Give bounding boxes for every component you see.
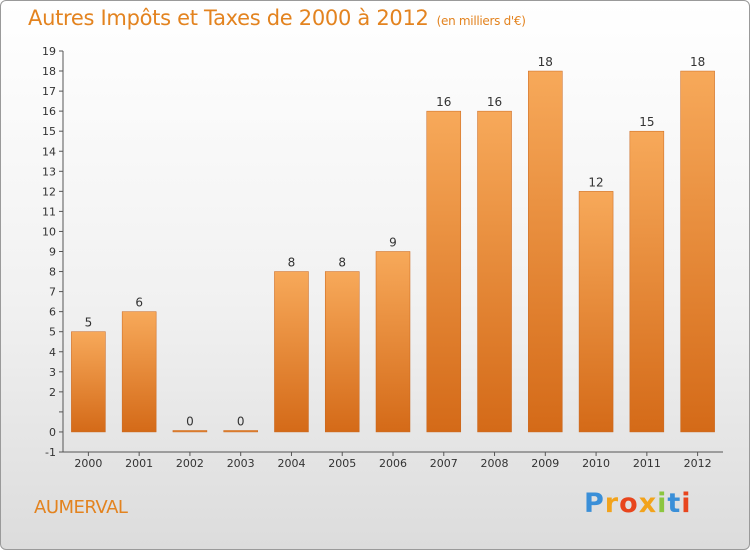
y-tick-label: 14 xyxy=(42,145,56,158)
y-tick-label: 3 xyxy=(49,366,56,379)
x-tick-label: 2004 xyxy=(277,457,305,470)
y-tick-label: 15 xyxy=(42,125,56,138)
x-tick-label: 2011 xyxy=(633,457,661,470)
y-tick-label: 10 xyxy=(42,225,56,238)
logo-letter: i xyxy=(657,488,668,519)
y-tick-label: 11 xyxy=(42,205,56,218)
y-tick-label: 16 xyxy=(42,105,56,118)
bar xyxy=(477,110,512,433)
data-label: 5 xyxy=(85,316,93,330)
x-tick-label: 2012 xyxy=(684,457,712,470)
logo-letter: t xyxy=(667,488,682,519)
logo-letter: x xyxy=(638,488,658,519)
bar xyxy=(71,331,106,433)
bar xyxy=(172,430,208,433)
chart-unit: (en milliers d'€) xyxy=(436,14,526,28)
x-tick-label: 2008 xyxy=(481,457,509,470)
data-label: 9 xyxy=(389,236,397,250)
x-tick-label: 2001 xyxy=(125,457,153,470)
bar xyxy=(223,430,258,433)
y-tick-label: 4 xyxy=(49,346,56,359)
y-tick-label: 2 xyxy=(49,386,56,399)
bar xyxy=(274,271,309,433)
y-tick-label: 5 xyxy=(49,326,56,339)
data-label: 12 xyxy=(588,175,603,189)
logo-letter: P xyxy=(584,488,605,519)
data-label: 0 xyxy=(237,414,245,428)
data-label: 6 xyxy=(135,296,143,310)
y-tick-label: 9 xyxy=(49,246,56,259)
y-tick-label: 0 xyxy=(49,426,56,439)
bar xyxy=(578,191,614,433)
x-tick-label: 2010 xyxy=(582,457,610,470)
x-tick-label: 2007 xyxy=(430,457,458,470)
data-label: 18 xyxy=(690,55,705,69)
logo-letter: o xyxy=(619,488,639,519)
y-tick-label: 17 xyxy=(42,85,56,98)
chart-title: Autres Impôts et Taxes de 2000 à 2012 (en… xyxy=(28,6,526,30)
commune-name: AUMERVAL xyxy=(34,497,128,518)
data-label: 16 xyxy=(436,95,451,109)
bar xyxy=(375,251,411,433)
logo-letter: r xyxy=(604,488,620,519)
bar xyxy=(528,70,563,433)
bar xyxy=(121,311,157,433)
data-label: 16 xyxy=(487,95,502,109)
y-tick-label: 6 xyxy=(49,306,56,319)
y-tick-label: 19 xyxy=(42,45,56,58)
y-tick-label: 18 xyxy=(42,65,56,78)
x-tick-label: 2000 xyxy=(74,457,102,470)
bar xyxy=(426,110,462,433)
x-tick-label: 2006 xyxy=(379,457,407,470)
bar xyxy=(680,70,715,433)
y-tick-label: 8 xyxy=(49,266,56,279)
x-tick-label: 2002 xyxy=(176,457,204,470)
x-tick-label: 2003 xyxy=(227,457,255,470)
data-label: 0 xyxy=(186,414,194,428)
x-tick-label: 2005 xyxy=(328,457,356,470)
y-tick-label: 13 xyxy=(42,165,56,178)
data-label: 8 xyxy=(338,256,346,270)
y-tick-label: 7 xyxy=(49,286,56,299)
data-label: 18 xyxy=(538,55,553,69)
bar xyxy=(629,130,665,433)
data-label: 8 xyxy=(288,256,296,270)
y-tick-label: 12 xyxy=(42,185,56,198)
proxiti-logo: Proxiti xyxy=(584,488,692,519)
data-label: 15 xyxy=(639,115,654,129)
x-tick-label: 2009 xyxy=(531,457,559,470)
y-tick-label: -1 xyxy=(45,446,56,459)
logo-letter: i xyxy=(681,488,692,519)
bar xyxy=(324,271,360,433)
